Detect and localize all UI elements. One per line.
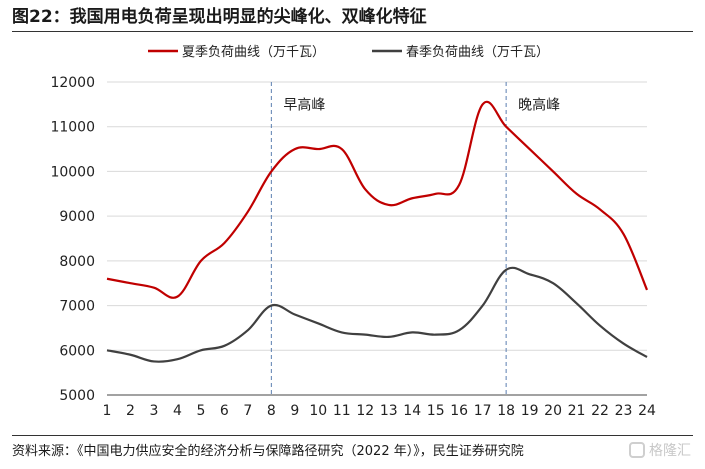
x-tick-label: 19 (521, 403, 539, 419)
y-tick-label: 12000 (50, 75, 95, 91)
source-note: 资料来源：《中国电力供应安全的经济分析与保障路径研究（2022 年）》，民生证券… (12, 444, 524, 459)
x-tick-label: 18 (497, 403, 515, 419)
y-tick-label: 11000 (50, 120, 95, 136)
x-tick-label: 10 (309, 403, 327, 419)
x-tick-label: 5 (196, 403, 205, 419)
x-tick-label: 12 (356, 403, 374, 419)
x-tick-label: 9 (290, 403, 299, 419)
y-tick-label: 7000 (59, 299, 95, 315)
x-tick-label: 20 (544, 403, 562, 419)
summer-load-line (106, 100, 649, 299)
x-tick-label: 17 (474, 403, 492, 419)
title-divider (12, 31, 693, 32)
x-tick-label: 8 (267, 403, 276, 419)
y-tick-label: 9000 (59, 209, 95, 225)
x-tick-label: 14 (403, 403, 421, 419)
x-tick-label: 21 (568, 403, 586, 419)
chart-title: 图22：我国用电负荷呈现出明显的尖峰化、双峰化特征 (12, 7, 427, 27)
y-tick-label: 10000 (50, 164, 95, 180)
legend-summer-label: 夏季负荷曲线（万千瓦） (182, 45, 325, 60)
x-tick-label: 2 (126, 403, 135, 419)
x-tick-label: 23 (615, 403, 633, 419)
spring-load-line (106, 266, 648, 363)
y-tick-label: 8000 (59, 254, 95, 270)
x-tick-label: 13 (380, 403, 398, 419)
y-tick-label: 6000 (59, 343, 95, 359)
watermark-text: 格隆汇 (649, 443, 691, 459)
peak-annotation-label: 晚高峰 (518, 96, 560, 113)
x-tick-label: 6 (220, 403, 229, 419)
peak-annotation-label: 早高峰 (283, 96, 325, 113)
x-tick-label: 3 (149, 403, 158, 419)
x-tick-label: 4 (173, 403, 182, 419)
x-tick-label: 7 (243, 403, 252, 419)
x-tick-label: 1 (103, 403, 112, 419)
x-tick-label: 15 (427, 403, 445, 419)
x-tick-label: 24 (638, 403, 656, 419)
x-tick-label: 22 (591, 403, 609, 419)
watermark-logo-icon (629, 442, 645, 458)
x-tick-label: 11 (333, 403, 351, 419)
x-tick-label: 16 (450, 403, 468, 419)
watermark: 格隆汇 (629, 440, 691, 460)
y-tick-label: 5000 (59, 388, 95, 404)
footer-divider (12, 435, 693, 436)
legend-spring-label: 春季负荷曲线（万千瓦） (406, 45, 549, 60)
